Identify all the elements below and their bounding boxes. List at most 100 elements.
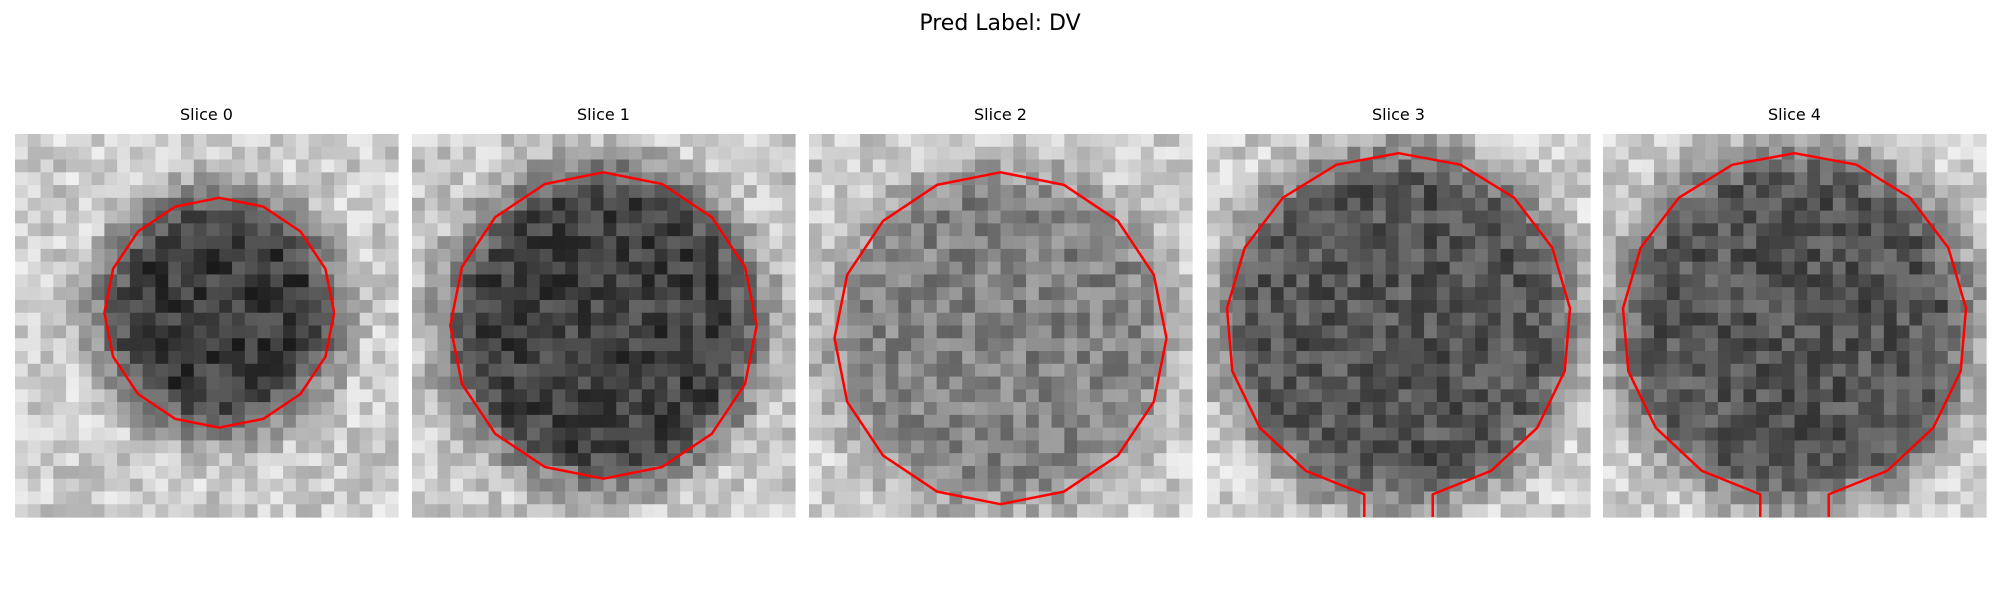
pixel [53, 351, 67, 365]
pixel [731, 312, 745, 327]
pixel [1026, 465, 1040, 480]
pixel [1756, 236, 1770, 250]
pixel [680, 185, 694, 199]
pixel [974, 185, 989, 199]
pixel [346, 299, 361, 314]
pixel [1896, 504, 1910, 518]
pixel [1360, 440, 1374, 454]
pixel [565, 427, 579, 441]
pixel [1973, 504, 1987, 518]
pixel [346, 402, 361, 416]
pixel [104, 185, 118, 199]
pixel [155, 376, 169, 390]
pixel [1462, 236, 1476, 250]
pixel [1947, 210, 1962, 224]
pixel [321, 465, 335, 480]
pixel [667, 363, 681, 378]
pixel [1896, 351, 1910, 365]
pixel [424, 146, 439, 161]
pixel [1820, 389, 1834, 403]
pixel [539, 453, 554, 467]
pixel [1603, 134, 1617, 148]
pixel [142, 185, 157, 199]
pixel [40, 223, 54, 237]
pixel [257, 274, 271, 288]
pixel [936, 159, 951, 173]
pixel [155, 146, 169, 161]
pixel [1922, 299, 1936, 314]
pixel [244, 338, 259, 352]
pixel [1038, 287, 1053, 301]
pixel [782, 134, 796, 148]
pixel [463, 261, 477, 276]
pixel [1641, 146, 1655, 161]
pixel [450, 236, 464, 250]
pixel [1179, 440, 1193, 454]
pixel [1077, 236, 1091, 250]
pixel [629, 363, 643, 378]
pixel [424, 248, 439, 263]
pixel [78, 248, 93, 263]
pixel [437, 248, 451, 263]
pixel [475, 465, 490, 480]
pixel [821, 261, 836, 276]
pixel [206, 146, 220, 161]
pixel [949, 351, 963, 365]
pixel [308, 491, 322, 505]
pixel [1051, 210, 1065, 224]
pixel [1296, 389, 1310, 403]
pixel [475, 427, 490, 441]
pixel [244, 274, 259, 288]
pixel [629, 223, 643, 237]
pixel [1526, 402, 1540, 416]
pixel [1436, 491, 1451, 505]
pixel [1140, 376, 1155, 390]
pixel [180, 491, 195, 505]
pixel [1258, 389, 1272, 403]
pixel [1064, 159, 1078, 173]
pixel [641, 210, 656, 224]
pixel [1219, 376, 1234, 390]
pixel [1628, 159, 1642, 173]
pixel [923, 172, 938, 186]
pixel [743, 197, 758, 212]
pixel [616, 325, 630, 339]
pixel [1500, 299, 1514, 314]
pixel [526, 338, 541, 352]
pixel [1347, 223, 1361, 237]
pixel [1513, 478, 1527, 493]
pixel [40, 248, 54, 263]
pixel [1973, 478, 1987, 493]
pixel [206, 236, 220, 250]
pixel [91, 134, 105, 148]
pixel [206, 453, 220, 467]
pixel [1960, 172, 1974, 186]
pixel [1179, 414, 1193, 429]
pixel [641, 491, 656, 505]
pixel [424, 312, 439, 327]
pixel [53, 134, 67, 148]
pixel [1743, 134, 1757, 148]
pixel [974, 274, 989, 288]
pixel [1628, 134, 1642, 148]
pixel [1372, 440, 1387, 454]
pixel [1756, 172, 1770, 186]
pixel [1641, 134, 1655, 148]
pixel [1526, 172, 1540, 186]
pixel [180, 389, 195, 403]
pixel [1666, 427, 1681, 441]
pixel [1013, 427, 1027, 441]
pixel [91, 325, 105, 339]
pixel [1807, 287, 1821, 301]
pixel [117, 210, 131, 224]
pixel [1820, 223, 1834, 237]
pixel [1743, 376, 1757, 390]
pixel [1385, 210, 1400, 224]
pixel [1934, 440, 1949, 454]
pixel [872, 363, 887, 378]
pixel [1692, 248, 1706, 263]
pixel [91, 478, 105, 493]
pixel [437, 274, 451, 288]
pixel [193, 236, 208, 250]
pixel [1909, 134, 1923, 148]
